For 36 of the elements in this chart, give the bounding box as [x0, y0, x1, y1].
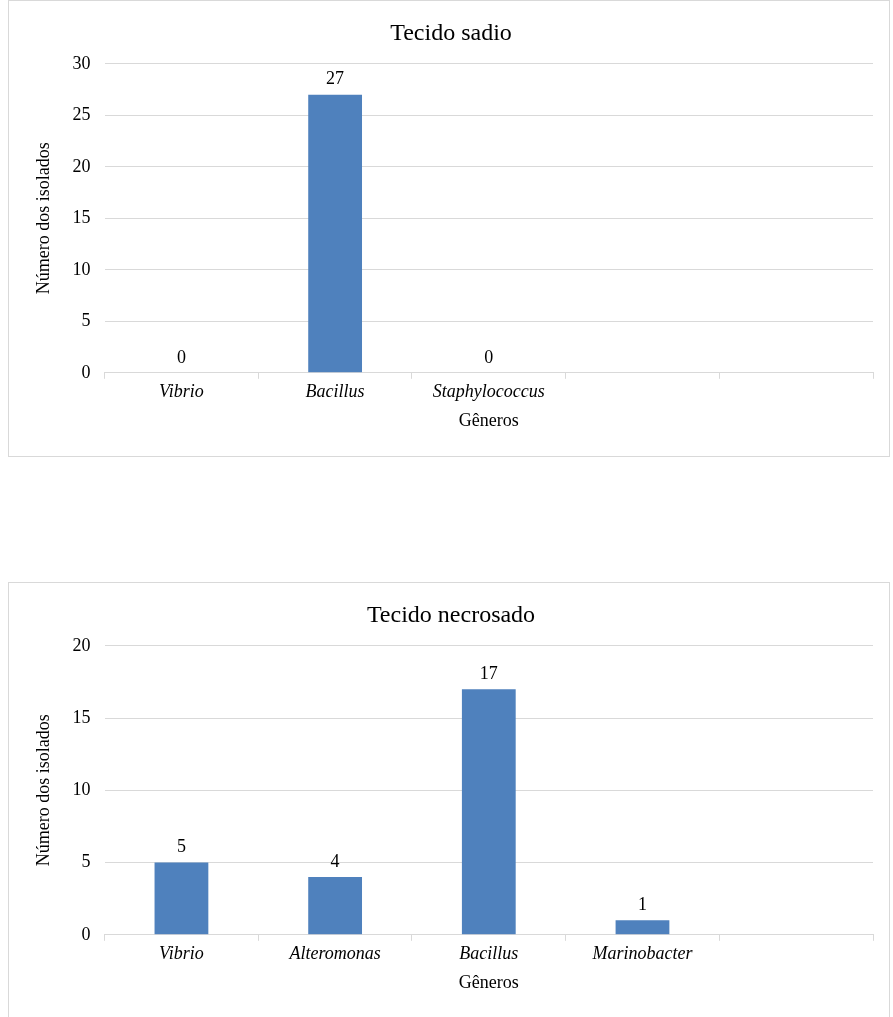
- y-tick-label: 30: [72, 52, 91, 73]
- y-tick-label: 10: [72, 258, 91, 279]
- data-label: 1: [637, 894, 647, 915]
- bar: [154, 862, 209, 935]
- x-axis-title: Gêneros: [458, 971, 519, 992]
- data-label: 0: [484, 346, 494, 367]
- y-tick-label: 5: [81, 310, 91, 331]
- data-label: 27: [326, 68, 345, 89]
- chart-title: Tecido necrosado: [366, 600, 536, 627]
- y-tick-label: 20: [72, 634, 91, 655]
- x-tick-label: Alteromonas: [288, 943, 381, 964]
- y-tick-label: 0: [81, 361, 91, 382]
- data-label: 0: [176, 346, 186, 367]
- y-axis-title: Número dos isolados: [32, 714, 53, 867]
- y-tick-label: 5: [81, 851, 91, 872]
- x-tick-label: Vibrio: [159, 381, 204, 402]
- data-label: 4: [330, 850, 340, 871]
- x-tick-label: Bacillus: [459, 943, 519, 964]
- y-tick-label: 15: [72, 706, 91, 727]
- x-tick-label: Staphylococcus: [432, 381, 545, 402]
- x-tick-label: Vibrio: [159, 943, 204, 964]
- bar: [308, 877, 363, 935]
- y-tick-label: 25: [72, 104, 91, 125]
- x-tick-label: Bacillus: [305, 381, 365, 402]
- chart-title: Tecido sadio: [390, 18, 512, 45]
- x-axis-title: Gêneros: [458, 409, 519, 430]
- y-axis-title: Número dos isolados: [32, 142, 53, 295]
- y-tick-label: 15: [72, 207, 91, 228]
- data-label: 5: [176, 836, 186, 857]
- y-tick-label: 0: [81, 923, 91, 944]
- y-tick-label: 20: [72, 155, 91, 176]
- data-label: 17: [479, 662, 498, 683]
- bar: [461, 689, 516, 935]
- y-tick-label: 10: [72, 779, 91, 800]
- x-tick-label: Marinobacter: [591, 943, 694, 964]
- bar: [615, 920, 670, 935]
